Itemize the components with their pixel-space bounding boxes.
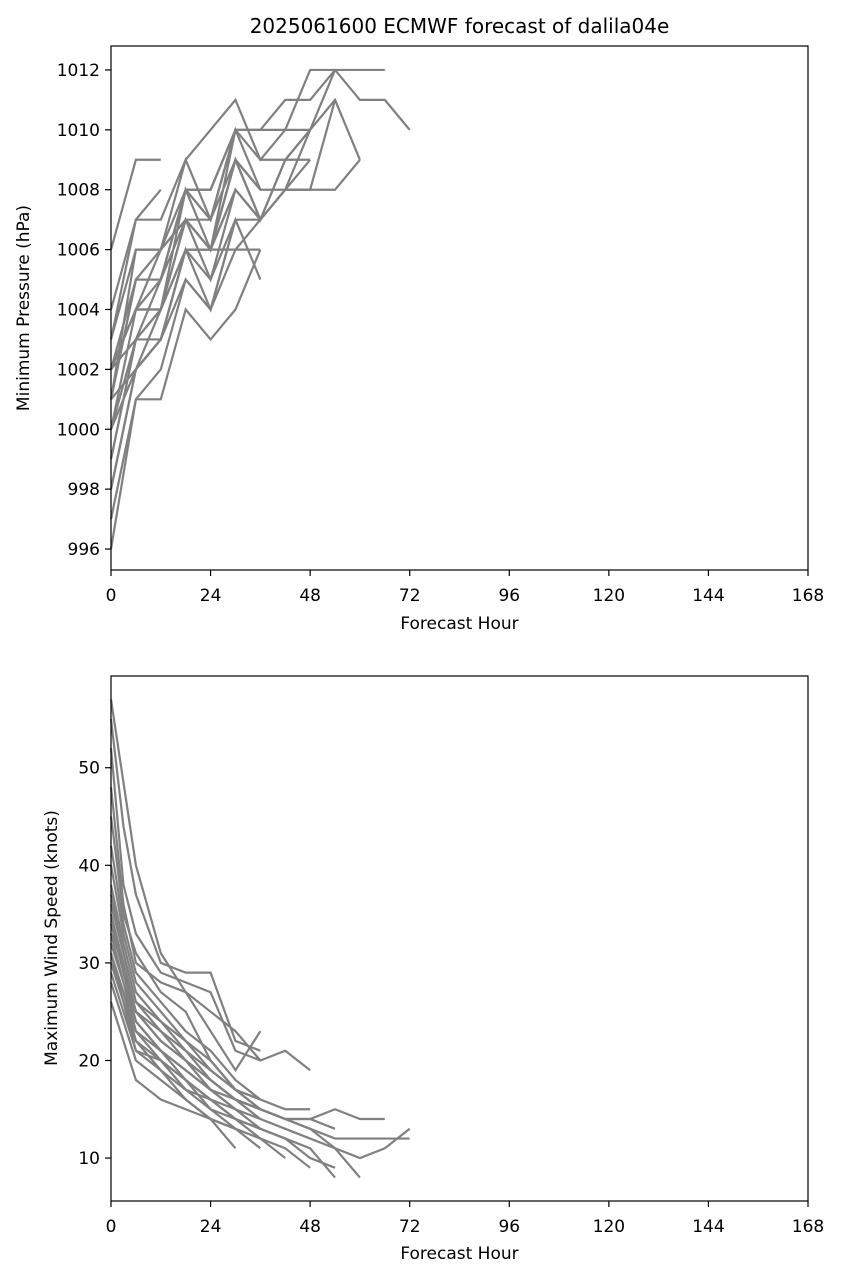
wind-y-tick-label: 20 (78, 1051, 100, 1071)
wind-x-tick-label: 24 (200, 1217, 222, 1237)
pressure-x-tick-label: 24 (200, 586, 222, 606)
pressure-x-tick-label: 48 (299, 586, 321, 606)
wind-member-line-20 (109, 962, 262, 1120)
pressure-x-tick-label: 144 (692, 586, 724, 606)
wind-y-tick-label: 10 (78, 1149, 100, 1169)
wind-series-layer (109, 699, 411, 1179)
pressure-member-line-22 (109, 189, 237, 370)
pressure-x-tick-label: 120 (593, 586, 625, 606)
wind-x-axis: 0 24 48 72 96 120 144 168 (106, 1201, 824, 1237)
pressure-x-axis-label: Forecast Hour (400, 614, 518, 634)
pressure-series-layer (109, 68, 411, 550)
pressure-y-tick-label: 1006 (57, 241, 100, 261)
wind-x-tick-label: 168 (792, 1217, 824, 1237)
pressure-y-tick-label: 1002 (57, 360, 100, 380)
pressure-x-tick-label: 0 (106, 586, 117, 606)
wind-y-axis-label: Maximum Wind Speed (knots) (42, 810, 62, 1066)
wind-x-axis-label: Forecast Hour (400, 1244, 518, 1264)
pressure-member-line-21 (109, 219, 237, 490)
wind-y-axis: 10 20 30 40 50 (78, 759, 111, 1169)
pressure-x-tick-label: 96 (498, 586, 520, 606)
wind-y-tick-label: 50 (78, 759, 100, 779)
pressure-x-axis: 0 24 48 72 96 120 144 168 (106, 570, 824, 606)
wind-panel: 0 24 48 72 96 120 144 168 10 20 30 40 50 Forecast H… (42, 675, 824, 1264)
wind-y-tick-label: 30 (78, 954, 100, 974)
wind-x-tick-label: 0 (106, 1217, 117, 1237)
pressure-member-line-1 (109, 158, 161, 250)
wind-member-line-6 (109, 845, 311, 1111)
pressure-y-tick-label: 1008 (57, 181, 100, 201)
pressure-y-tick-label: 1012 (57, 61, 100, 81)
wind-plot-frame (110, 675, 809, 1202)
chart-title: 2025061600 ECMWF forecast of dalila04e (250, 14, 670, 38)
wind-member-line-2 (109, 718, 261, 1052)
pressure-x-tick-label: 72 (399, 586, 421, 606)
pressure-y-axis: 996 998 1000 1002 1004 1006 1008 1010 1012 (57, 61, 111, 560)
pressure-y-tick-label: 1010 (57, 121, 100, 141)
wind-member-line-21 (109, 972, 261, 1130)
wind-x-tick-label: 96 (498, 1217, 520, 1237)
wind-member-line-22 (109, 952, 236, 1111)
wind-member-line-1 (109, 699, 311, 1072)
wind-member-line-17 (109, 1001, 236, 1130)
wind-member-line-23 (109, 913, 336, 1130)
pressure-y-tick-label: 1004 (57, 300, 100, 320)
pressure-member-line-20 (109, 129, 237, 340)
wind-member-line-4 (109, 787, 262, 1073)
wind-y-tick-label: 40 (78, 856, 100, 876)
wind-member-line-13 (109, 943, 311, 1169)
pressure-y-axis-label: Minimum Pressure (hPa) (14, 205, 34, 411)
wind-x-tick-label: 120 (593, 1217, 625, 1237)
pressure-y-tick-label: 1000 (57, 420, 100, 440)
pressure-y-tick-label: 996 (68, 540, 100, 560)
pressure-panel: 2025061600 ECMWF forecast of dalila04e 0… (14, 14, 824, 634)
pressure-plot-frame (110, 45, 809, 571)
wind-x-tick-label: 72 (399, 1217, 421, 1237)
wind-x-tick-label: 48 (299, 1217, 321, 1237)
pressure-x-tick-label: 168 (792, 586, 824, 606)
wind-member-line-19 (109, 894, 261, 1101)
pressure-y-tick-label: 998 (68, 480, 100, 500)
pressure-member-line-12 (109, 249, 262, 550)
wind-x-tick-label: 144 (692, 1217, 724, 1237)
wind-member-line-3 (109, 748, 261, 1062)
